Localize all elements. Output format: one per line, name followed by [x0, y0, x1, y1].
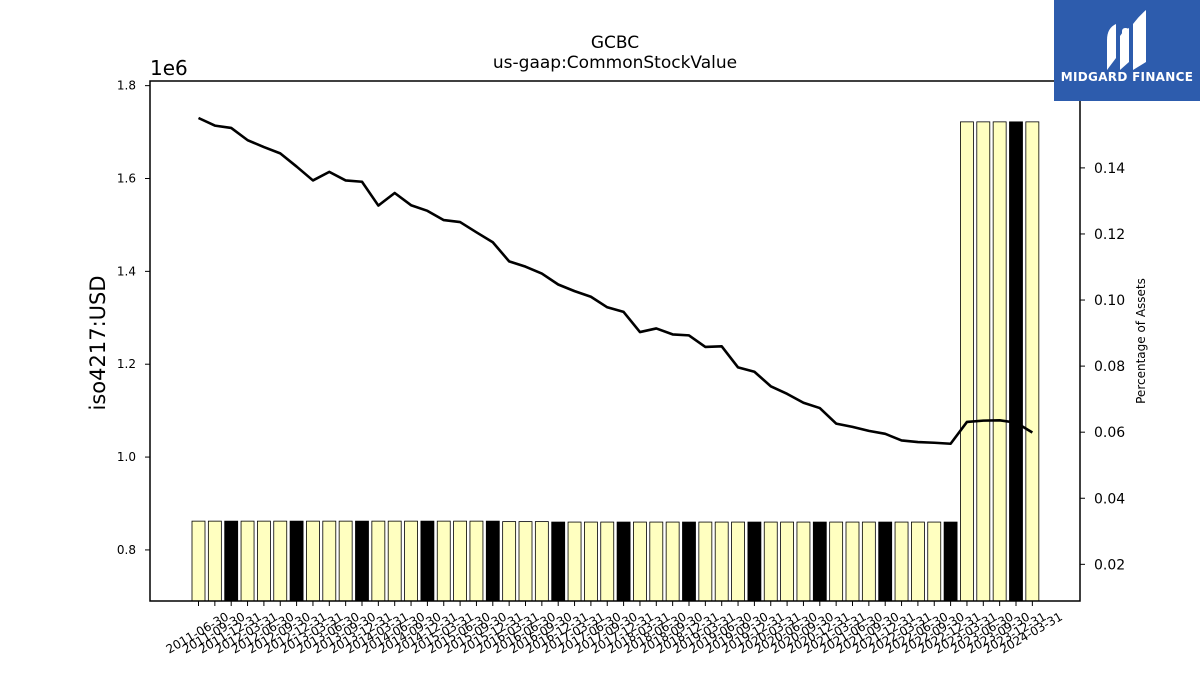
y-axis-label: iso4217:USD: [86, 275, 110, 410]
bar-2016-09-30: [534, 521, 549, 602]
bar-2016-12-31: [551, 521, 566, 602]
y2-tick-label: 0.14: [1094, 161, 1125, 177]
bar-2019-12-31: [747, 521, 762, 602]
bar-2016-03-31: [502, 521, 517, 602]
bar-2015-06-30: [453, 520, 468, 602]
bar-2018-03-31: [633, 521, 647, 602]
logo-text: MIDGARD FINANCE: [1061, 70, 1193, 84]
bar-2021-03-31: [829, 521, 844, 602]
bar-2017-09-30: [600, 521, 615, 602]
bar-2015-09-30: [469, 520, 484, 602]
bar-2021-12-31: [878, 521, 893, 602]
bar-2012-06-30: [256, 520, 271, 602]
bar-2023-03-31: [960, 121, 974, 602]
bar-2014-12-31: [420, 520, 435, 602]
bar-2023-09-30: [992, 121, 1007, 602]
bar-2014-06-30: [387, 520, 402, 602]
chart-title: GCBC: [591, 33, 639, 53]
y-tick-label: 1.2: [117, 357, 136, 371]
y2-tick-label: 0.02: [1094, 557, 1125, 573]
y2-tick-label: 0.06: [1094, 425, 1125, 441]
y-tick-label: 1.8: [117, 79, 136, 93]
logo-mark-icon: [1107, 10, 1146, 70]
bar-2018-12-31: [682, 521, 696, 602]
bar-2022-03-31: [894, 521, 909, 602]
y-axis-left: 0.8 1.0 1.2 1.4 1.6 1.8: [117, 79, 150, 557]
bar-2018-09-30: [665, 521, 680, 602]
y2-axis-label: Percentage of Assets: [1134, 278, 1148, 404]
x-axis: 2011-06-302011-09-302011-12-312012-03-31…: [164, 601, 1065, 656]
y-axis-offset-label: 1e6: [150, 56, 188, 80]
bar-2017-03-31: [567, 521, 582, 602]
bar-2013-06-30: [322, 520, 337, 602]
bar-2021-09-30: [861, 521, 876, 602]
bar-2013-12-31: [355, 520, 369, 602]
bar-2013-09-30: [338, 520, 353, 602]
bar-2023-06-30: [976, 121, 991, 602]
y-tick-label: 1.6: [117, 172, 136, 186]
y2-tick-label: 0.04: [1094, 491, 1125, 507]
bar-2020-09-30: [796, 521, 811, 602]
y2-tick-label: 0.08: [1094, 359, 1125, 375]
bar-2014-03-31: [371, 520, 386, 602]
bar-2024-03-31: [1025, 121, 1040, 602]
bar-2016-06-30: [518, 521, 533, 602]
bars-group: [191, 121, 1040, 602]
y2-tick-label: 0.10: [1094, 293, 1125, 309]
bar-2022-09-30: [927, 521, 942, 602]
line-group: [197, 116, 1034, 446]
chart-subtitle: us-gaap:CommonStockValue: [493, 53, 737, 73]
bar-2013-03-31: [306, 520, 320, 602]
bar-2011-12-31: [224, 520, 239, 602]
bar-2015-03-31: [436, 520, 451, 602]
y-axis-right: 0.02 0.04 0.06 0.08 0.10 0.12 0.14: [1080, 161, 1125, 573]
bar-2022-06-30: [911, 521, 925, 602]
logo: MIDGARD FINANCE: [1054, 0, 1200, 101]
bar-2012-03-31: [240, 520, 255, 602]
bar-2023-12-31: [1009, 121, 1023, 602]
bar-2012-12-31: [289, 520, 304, 602]
bar-2011-06-30: [191, 520, 206, 602]
bar-2017-06-30: [584, 521, 598, 602]
bar-2020-03-31: [763, 521, 778, 602]
y2-tick-label: 0.12: [1094, 227, 1125, 243]
bar-2014-09-30: [404, 520, 418, 602]
bar-2021-06-30: [845, 521, 860, 602]
y-tick-label: 0.8: [117, 543, 136, 557]
plot-frame: [149, 80, 1081, 602]
percentage-of-assets-line: [197, 116, 1034, 446]
bar-2020-12-31: [812, 521, 827, 602]
y-tick-label: 1.0: [117, 450, 136, 464]
bar-2019-03-31: [698, 521, 713, 602]
bar-2020-06-30: [780, 521, 794, 602]
bar-2017-12-31: [616, 521, 631, 602]
bar-2012-09-30: [273, 520, 288, 602]
y-tick-label: 1.4: [117, 264, 136, 278]
bar-2015-12-31: [485, 520, 500, 602]
bar-2011-09-30: [207, 520, 222, 602]
bar-2019-09-30: [731, 521, 745, 602]
bar-2019-06-30: [714, 521, 729, 602]
bar-2018-06-30: [649, 521, 664, 602]
bar-2022-12-31: [943, 521, 958, 602]
